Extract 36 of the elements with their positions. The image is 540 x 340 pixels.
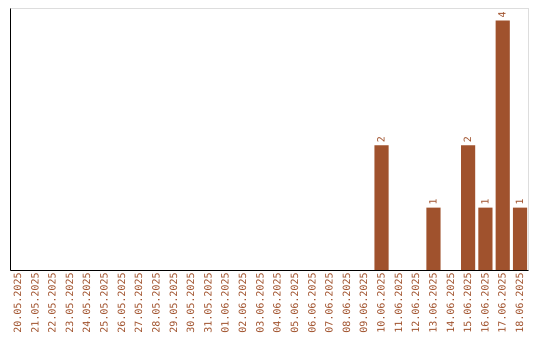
- data-label: 2: [376, 136, 388, 142]
- x-tick-label: 02.06.2025: [238, 272, 250, 333]
- x-tick-label: 25.05.2025: [100, 272, 111, 333]
- x-tick-label: 06.06.2025: [307, 272, 318, 333]
- x-tick-label: 27.05.2025: [134, 272, 146, 333]
- data-label: 1: [480, 198, 492, 205]
- x-tick-label: 26.05.2025: [116, 272, 128, 333]
- x-tick-label: 03.06.2025: [255, 272, 266, 333]
- x-tick-label: 29.05.2025: [168, 272, 180, 333]
- x-tick-label: 13.06.2025: [428, 272, 440, 333]
- data-label: 2: [463, 136, 474, 142]
- x-tick-label: 10.06.2025: [376, 272, 388, 333]
- x-tick-label: 21.05.2025: [30, 272, 42, 333]
- x-tick-label: 22.05.2025: [48, 272, 59, 333]
- x-tick-label: 08.06.2025: [342, 272, 353, 333]
- x-tick-label: 01.06.2025: [220, 272, 232, 333]
- x-tick-label: 15.06.2025: [463, 272, 474, 333]
- x-tick-label: 07.06.2025: [324, 272, 336, 333]
- x-tick-label: 31.05.2025: [203, 272, 214, 333]
- x-tick-label: 14.06.2025: [446, 272, 457, 333]
- data-label: 4: [498, 11, 509, 18]
- x-tick-label: 30.05.2025: [186, 272, 198, 333]
- x-tick-label: 09.06.2025: [359, 272, 370, 333]
- data-label: 1: [515, 198, 526, 205]
- data-label: 1: [428, 198, 440, 205]
- x-tick-label: 04.06.2025: [272, 272, 284, 333]
- x-tick-label: 20.05.2025: [12, 272, 24, 333]
- x-tick-label: 23.05.2025: [64, 272, 76, 333]
- x-tick-label: 24.05.2025: [82, 272, 94, 333]
- x-tick-label: 05.06.2025: [290, 272, 301, 333]
- x-tick-label: 11.06.2025: [394, 272, 405, 333]
- x-tick-label: 12.06.2025: [411, 272, 422, 333]
- x-tick-label: 17.06.2025: [498, 272, 509, 333]
- x-tick-label: 18.06.2025: [515, 272, 526, 333]
- x-tick-label: 16.06.2025: [480, 272, 492, 333]
- x-tick-label: 28.05.2025: [151, 272, 162, 333]
